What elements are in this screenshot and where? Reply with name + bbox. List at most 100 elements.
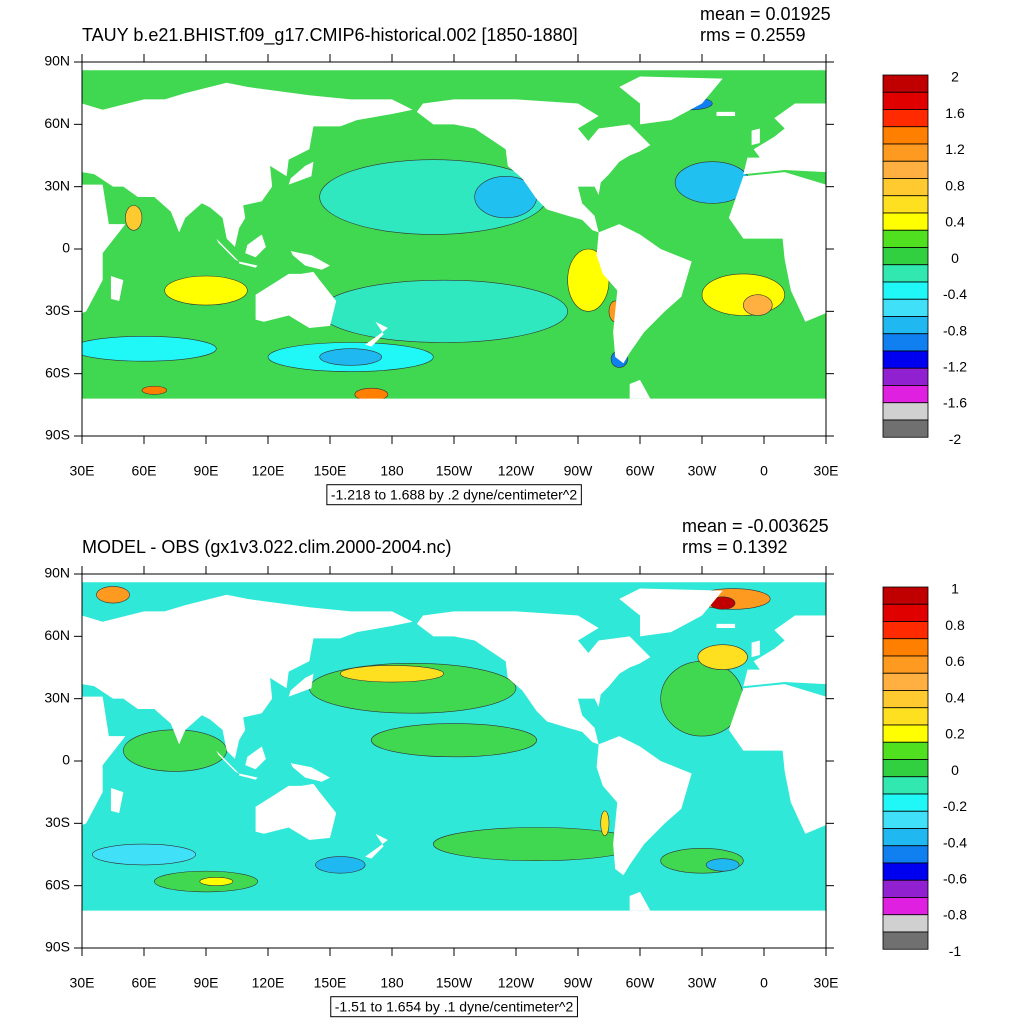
lon-label: 90E xyxy=(194,463,219,479)
lat-label: 60S xyxy=(45,364,70,380)
contour-region xyxy=(125,205,143,231)
land xyxy=(82,574,826,583)
land xyxy=(8,640,16,657)
lon-label: 180 xyxy=(380,975,404,991)
colorbar-box xyxy=(882,178,929,197)
lon-label: 60E xyxy=(132,463,157,479)
lon-label: 150W xyxy=(436,975,473,991)
lat-label: 60S xyxy=(45,876,70,892)
lat-label: 90S xyxy=(45,939,70,955)
colorbar-box xyxy=(882,793,929,812)
land xyxy=(82,696,126,826)
colorbar-label: 0.8 xyxy=(945,617,965,633)
lon-label: 150W xyxy=(436,463,473,479)
lon-label: 30E xyxy=(814,463,839,479)
colorbar-label: -1 xyxy=(949,943,962,959)
panel-title: TAUY b.e21.BHIST.f09_g17.CMIP6-historica… xyxy=(82,25,578,46)
land xyxy=(82,398,826,436)
colorbar-box xyxy=(882,931,929,950)
info-label: -1.218 to 1.688 by .2 dyne/centimeter^2 xyxy=(331,487,577,503)
land xyxy=(288,673,314,697)
colorbar-label: 0.8 xyxy=(945,177,965,193)
lon-label: 30E xyxy=(814,975,839,991)
land xyxy=(743,103,826,175)
colorbar-box xyxy=(882,350,929,369)
rms-stat: rms = 0.1392 xyxy=(682,537,788,557)
lat-label: 90N xyxy=(44,53,70,69)
land xyxy=(216,238,240,262)
lon-label: 60E xyxy=(132,975,157,991)
land xyxy=(596,736,692,876)
lon-label: 120W xyxy=(498,975,535,991)
lon-label: 0 xyxy=(760,975,768,991)
colorbar-box xyxy=(882,621,929,640)
land xyxy=(751,128,760,146)
colorbar-box xyxy=(882,126,929,145)
colorbar-box xyxy=(882,419,929,438)
colorbar-box xyxy=(882,810,929,829)
colorbar-label: 0.4 xyxy=(945,214,965,230)
lat-label: 30S xyxy=(45,814,70,830)
lat-label: 60N xyxy=(44,115,70,131)
land xyxy=(110,276,124,301)
colorbar-label: 1.6 xyxy=(945,105,965,121)
land xyxy=(255,271,337,328)
colorbar-box xyxy=(882,229,929,248)
land xyxy=(82,594,413,759)
lon-label: 90W xyxy=(564,975,594,991)
contour-region xyxy=(743,294,773,316)
lon-label: 150E xyxy=(314,463,347,479)
land xyxy=(8,128,16,145)
land xyxy=(596,224,692,364)
lon-label: 120E xyxy=(252,463,285,479)
colorbar-box xyxy=(882,724,929,743)
land xyxy=(82,82,413,247)
colorbar-box xyxy=(882,845,929,864)
colorbar-box xyxy=(882,586,929,605)
colorbar-box xyxy=(882,247,929,266)
land xyxy=(245,746,266,770)
colorbar-box xyxy=(882,91,929,110)
land xyxy=(290,763,330,782)
land xyxy=(239,773,258,780)
contour-region xyxy=(96,586,130,604)
colorbar-label: -1.6 xyxy=(943,395,967,411)
colorbar-label: -1.2 xyxy=(943,359,967,375)
land xyxy=(751,640,760,658)
colorbar-box xyxy=(882,74,929,93)
colorbar-label: -0.8 xyxy=(943,907,967,923)
contour-region xyxy=(340,665,444,683)
lon-label: 90W xyxy=(564,463,594,479)
colorbar-box xyxy=(882,690,929,709)
lon-label: 90E xyxy=(194,975,219,991)
contour-region xyxy=(705,858,740,872)
lon-label: 0 xyxy=(760,463,768,479)
land xyxy=(365,321,388,347)
contour-region xyxy=(319,279,568,343)
colorbar-box xyxy=(882,264,929,283)
colorbar-label: 1 xyxy=(951,581,959,597)
colorbar-label: 0 xyxy=(951,250,959,266)
colorbar-box xyxy=(882,897,929,916)
colorbar-box xyxy=(882,195,929,214)
lat-label: 90S xyxy=(45,427,70,443)
colorbar-box xyxy=(882,367,929,386)
colorbar-box xyxy=(882,160,929,179)
colorbar-box xyxy=(882,316,929,335)
colorbar-label: 0.6 xyxy=(945,653,965,669)
colorbar-box xyxy=(882,333,929,352)
colorbar-box xyxy=(882,759,929,778)
lat-label: 30N xyxy=(44,177,70,193)
land xyxy=(82,184,126,314)
mean-stat: mean = -0.003625 xyxy=(682,516,829,536)
land xyxy=(82,62,826,71)
land xyxy=(629,379,651,399)
colorbar-label: -0.4 xyxy=(943,834,967,850)
colorbar-label: -0.6 xyxy=(943,871,967,887)
colorbar-box xyxy=(882,672,929,691)
land xyxy=(288,161,314,185)
contour-region xyxy=(82,335,217,362)
land xyxy=(110,788,124,813)
colorbar-box xyxy=(882,143,929,162)
lat-label: 30N xyxy=(44,689,70,705)
